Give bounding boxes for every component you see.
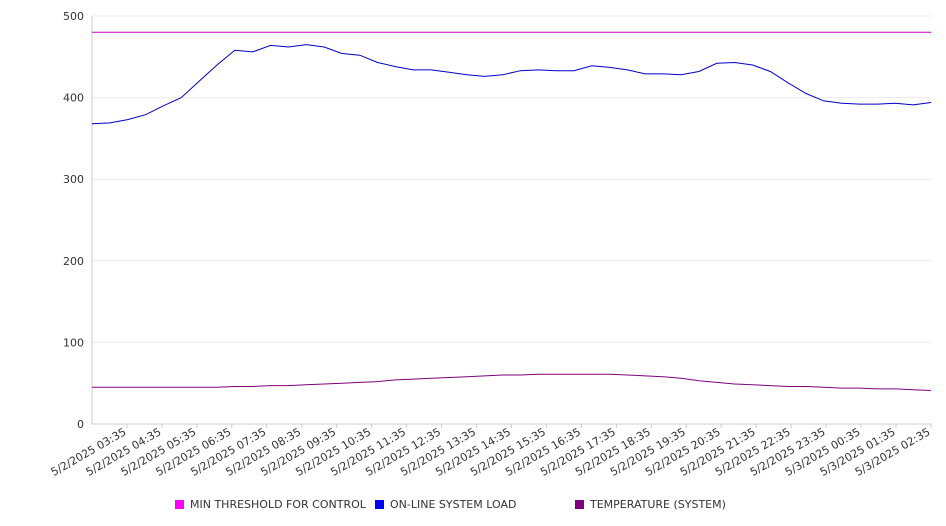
y-tick-label: 400 [63,92,84,105]
x-tick-labels: 5/2/2025 03:355/2/2025 04:355/2/2025 05:… [49,425,933,479]
y-tick-labels: 0 100 200 300 400 500 [63,10,84,431]
legend-label: ON-LINE SYSTEM LOAD [390,498,517,511]
legend-item-min-threshold[interactable]: MIN THRESHOLD FOR CONTROL [175,497,366,513]
series [91,31,932,391]
series-line-2 [92,373,932,391]
y-tick-label: 200 [63,255,84,268]
y-tick-label: 300 [63,173,84,186]
y-tick-label: 0 [77,418,84,431]
axes [91,16,932,428]
y-tick-label: 100 [63,336,84,349]
legend-swatch [175,500,184,509]
legend-swatch [575,500,584,509]
legend: MIN THRESHOLD FOR CONTROL ON-LINE SYSTEM… [0,497,946,515]
legend-swatch [375,500,384,509]
legend-item-temperature[interactable]: TEMPERATURE (SYSTEM) [575,497,726,513]
series-line-1 [91,44,932,125]
y-tick-label: 500 [63,10,84,23]
legend-label: MIN THRESHOLD FOR CONTROL [190,498,366,511]
legend-label: TEMPERATURE (SYSTEM) [590,498,726,511]
legend-item-system-load[interactable]: ON-LINE SYSTEM LOAD [375,497,516,513]
grid [92,15,931,343]
